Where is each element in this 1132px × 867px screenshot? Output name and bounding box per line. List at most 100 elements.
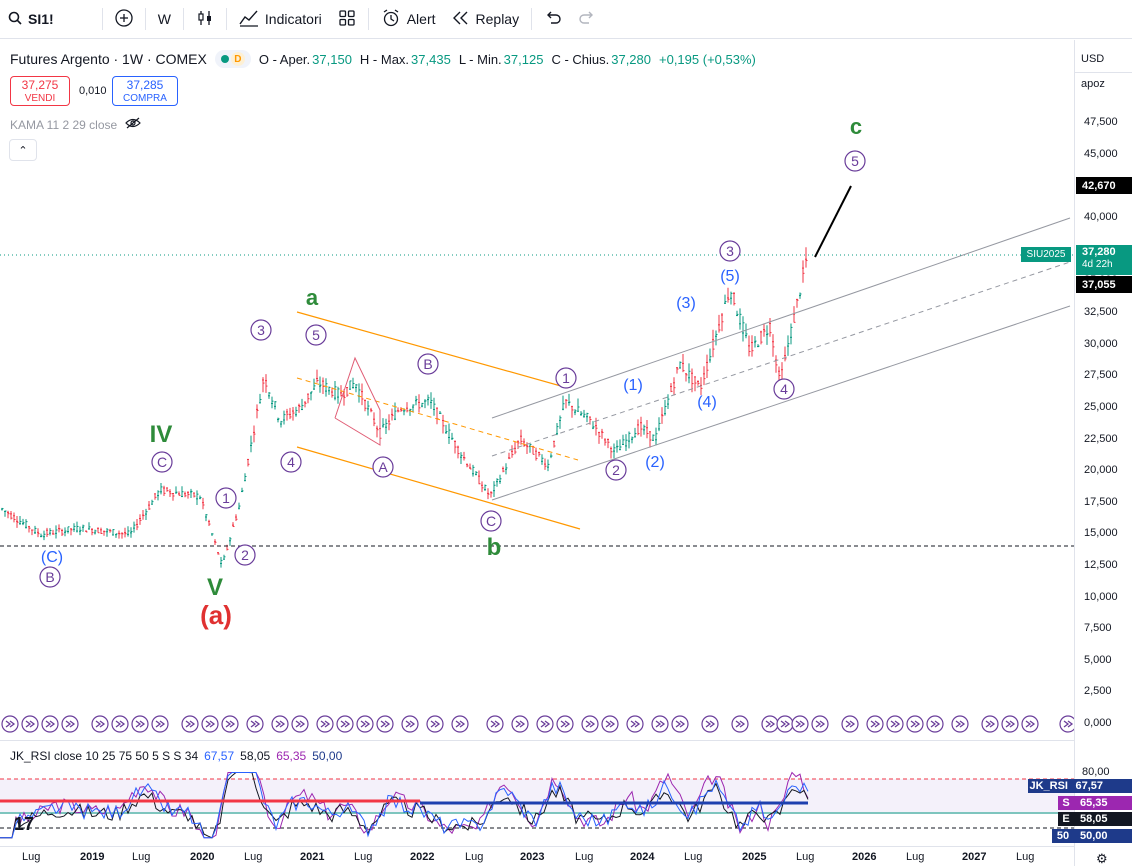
event-arrow	[845, 720, 852, 728]
rsi-name-tag: JK_RSI 67,57	[1028, 779, 1132, 793]
rsi-50-letter: 50	[1056, 830, 1070, 842]
kama-indicator-legend[interactable]: KAMA 11 2 29 close	[10, 117, 142, 132]
price-tick-label: 32,500	[1084, 306, 1118, 319]
settings-gear-icon[interactable]: ⚙	[1096, 851, 1108, 866]
event-arrow	[459, 720, 466, 728]
event-arrow	[519, 720, 526, 728]
sell-button[interactable]: 37,275 VENDI	[10, 76, 70, 106]
interval-button[interactable]: W	[150, 0, 179, 38]
event-arrow	[135, 720, 142, 728]
rsi-chart[interactable]: 17	[0, 768, 1074, 848]
sell-label: VENDI	[24, 93, 56, 104]
event-arrow	[1009, 720, 1016, 728]
orange-channel-top	[296, 311, 569, 389]
event-arrow	[275, 720, 282, 728]
interval-label: W	[157, 11, 171, 27]
replay-button[interactable]: Replay	[444, 0, 528, 38]
event-arrow	[874, 720, 881, 728]
price-tick-label: 27,500	[1084, 369, 1118, 382]
time-tick-label: Lug	[906, 851, 925, 863]
event-arrow	[784, 720, 791, 728]
time-tick-label: Lug	[244, 851, 263, 863]
candles-layer	[1, 247, 808, 568]
kama-label: KAMA 11 2 29 close	[10, 117, 118, 132]
wave-circle-5-circle	[305, 324, 327, 346]
rsi-legend[interactable]: JK_RSI close 10 25 75 50 5 S S 34 67,57 …	[10, 749, 342, 763]
event-arrow	[229, 720, 236, 728]
chart-title[interactable]: Futures Argento · 1W · COMEX	[10, 51, 207, 67]
event-arrow	[99, 720, 106, 728]
rsi-value-3: 65,35	[276, 749, 307, 763]
event-arrow	[819, 720, 826, 728]
event-arrow	[5, 720, 12, 728]
rsi-tag-value-4: 50,00	[1080, 830, 1108, 842]
currency-select[interactable]: USD	[1081, 53, 1105, 65]
event-arrow	[405, 720, 412, 728]
event-arrow	[815, 720, 822, 728]
event-arrow	[705, 720, 712, 728]
event-arrow	[384, 720, 391, 728]
rsi-pane-divider	[0, 740, 1074, 741]
collapse-legend-button[interactable]: ⌃	[9, 139, 37, 161]
chart-legend: Futures Argento · 1W · COMEX D O - Aper.…	[10, 50, 756, 68]
compare-button[interactable]	[107, 0, 141, 38]
plus-circle-icon	[115, 8, 133, 30]
alert-button[interactable]: Alert	[373, 0, 444, 38]
price-chart[interactable]: c a b IV V(a) 5 3 5 1 3 4 2 1 2 4 B A C C B (C) (1) (2) (3) (4) (…	[0, 40, 1074, 740]
event-arrow	[914, 720, 921, 728]
close-label: C - Chius.	[551, 51, 610, 67]
time-tick-label: 2025	[742, 851, 767, 863]
layouts-button[interactable]	[330, 0, 364, 38]
rsi-value-4: 50,00	[312, 749, 343, 763]
event-arrow	[254, 720, 261, 728]
change-value: +0,195 (+0,53%)	[659, 51, 756, 67]
event-arrow	[769, 720, 776, 728]
wave-circle-1-left-circle	[215, 487, 237, 509]
last-price-tag: 37,280 4d 22h	[1076, 245, 1132, 275]
redo-button[interactable]	[570, 0, 604, 38]
symbol-search[interactable]: SI1!	[0, 0, 62, 38]
chart-type-button[interactable]	[188, 0, 222, 38]
price-axis[interactable]: USD apoz	[1074, 40, 1132, 866]
event-arrow	[870, 720, 877, 728]
event-arrow	[9, 720, 16, 728]
scale-mode-select[interactable]: apoz	[1081, 78, 1105, 90]
rsi-tick-80: 80,00	[1082, 766, 1110, 778]
rsi-50-tag: 50 50,00	[1052, 829, 1132, 843]
buy-button[interactable]: 37,285 COMPRA	[112, 76, 178, 106]
rsi-tag-value-2: 65,35	[1080, 797, 1108, 809]
wave-circle-4: 4	[780, 381, 788, 397]
eye-hidden-icon[interactable]	[125, 117, 142, 132]
wave-label-v: V	[207, 574, 223, 601]
event-arrow	[910, 720, 917, 728]
event-arrow	[609, 720, 616, 728]
event-arrow	[739, 720, 746, 728]
wave-circle-b-circle	[417, 353, 439, 375]
time-axis-divider	[0, 846, 1074, 847]
tradingview-logo: 17	[14, 814, 34, 834]
event-arrow	[799, 720, 806, 728]
rsi-s-tag: S 65,35	[1058, 796, 1132, 810]
event-arrow	[340, 720, 347, 728]
event-arrow	[344, 720, 351, 728]
undo-button[interactable]	[536, 0, 570, 38]
indicators-button[interactable]: Indicatori	[231, 0, 330, 38]
time-tick-label: 2023	[520, 851, 545, 863]
status-badges[interactable]: D	[214, 50, 251, 68]
price-tick-label: 2,500	[1084, 685, 1112, 698]
rsi-name: JK_RSI	[1028, 779, 1070, 793]
wave-circle-3-left-circle	[250, 319, 272, 341]
indicators-label: Indicatori	[264, 11, 322, 27]
event-arrow	[65, 720, 72, 728]
event-arrow	[544, 720, 551, 728]
wave-label-paren-a: (a)	[200, 600, 232, 630]
event-arrow	[324, 720, 331, 728]
event-arrow	[679, 720, 686, 728]
time-tick-label: Lug	[796, 851, 815, 863]
close-value: 37,280	[611, 51, 651, 67]
event-arrow	[139, 720, 146, 728]
last-price-value: 37,280	[1082, 246, 1116, 258]
event-arrow	[849, 720, 856, 728]
rsi-value-2: 58,05	[240, 749, 271, 763]
event-arrow	[299, 720, 306, 728]
